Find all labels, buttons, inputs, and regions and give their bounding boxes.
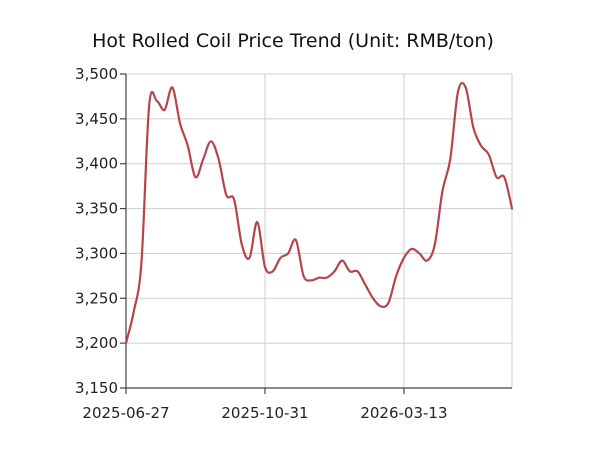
y-tick-label: 3,450 xyxy=(75,110,118,128)
y-tick-label: 3,200 xyxy=(75,334,118,352)
chart-title: Hot Rolled Coil Price Trend (Unit: RMB/t… xyxy=(92,30,494,52)
y-tick-label: 3,400 xyxy=(75,155,118,173)
y-tick-label: 3,500 xyxy=(75,65,118,83)
x-tick-label: 2026-03-13 xyxy=(360,404,447,422)
axes xyxy=(125,74,512,389)
price-series-line xyxy=(124,81,514,345)
y-tick-label: 3,150 xyxy=(75,379,118,397)
x-axis-ticks: 2025-06-27 2025-10-31 2026-03-13 xyxy=(82,388,448,422)
x-tick-label: 2025-10-31 xyxy=(221,404,308,422)
x-tick-label: 2025-06-27 xyxy=(82,404,169,422)
y-tick-label: 3,350 xyxy=(75,200,118,218)
y-tick-label: 3,300 xyxy=(75,244,118,262)
grid xyxy=(125,73,513,389)
y-axis-ticks: 3,150 3,200 3,250 3,300 3,350 3,400 3,450 3,500 xyxy=(75,65,126,397)
y-tick-label: 3,250 xyxy=(75,289,118,307)
series xyxy=(124,81,514,345)
